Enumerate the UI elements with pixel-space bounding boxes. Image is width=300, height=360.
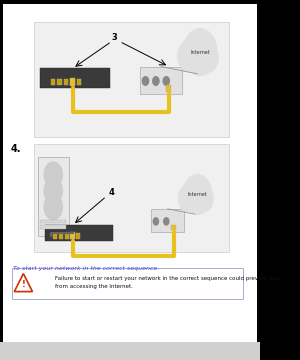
FancyBboxPatch shape bbox=[76, 79, 81, 85]
FancyBboxPatch shape bbox=[46, 225, 113, 241]
Text: 3: 3 bbox=[111, 33, 117, 42]
FancyBboxPatch shape bbox=[64, 79, 68, 85]
FancyBboxPatch shape bbox=[38, 157, 69, 236]
FancyBboxPatch shape bbox=[12, 268, 243, 299]
FancyBboxPatch shape bbox=[140, 67, 182, 94]
FancyBboxPatch shape bbox=[70, 79, 75, 85]
Circle shape bbox=[164, 218, 169, 225]
Circle shape bbox=[153, 218, 158, 225]
FancyBboxPatch shape bbox=[166, 85, 171, 92]
FancyBboxPatch shape bbox=[172, 225, 176, 230]
Text: Failure to start or restart your network in the correct sequence could prevent y: Failure to start or restart your network… bbox=[55, 276, 278, 289]
FancyBboxPatch shape bbox=[3, 4, 257, 356]
FancyBboxPatch shape bbox=[76, 233, 80, 239]
Polygon shape bbox=[14, 274, 32, 292]
Text: To start your network in the correct sequence.: To start your network in the correct seq… bbox=[13, 266, 159, 271]
FancyBboxPatch shape bbox=[51, 79, 55, 85]
FancyBboxPatch shape bbox=[40, 225, 66, 229]
Text: Internet: Internet bbox=[190, 50, 210, 55]
FancyBboxPatch shape bbox=[34, 22, 229, 137]
Text: 4.: 4. bbox=[11, 144, 21, 154]
Text: !: ! bbox=[21, 280, 25, 289]
Circle shape bbox=[142, 77, 148, 85]
Circle shape bbox=[178, 40, 201, 72]
FancyBboxPatch shape bbox=[70, 78, 75, 86]
FancyBboxPatch shape bbox=[70, 233, 75, 239]
FancyBboxPatch shape bbox=[34, 144, 229, 252]
FancyBboxPatch shape bbox=[0, 342, 260, 360]
Circle shape bbox=[44, 194, 62, 220]
Circle shape bbox=[44, 178, 62, 203]
Circle shape bbox=[178, 184, 198, 212]
FancyBboxPatch shape bbox=[53, 233, 57, 239]
FancyBboxPatch shape bbox=[40, 68, 110, 88]
FancyBboxPatch shape bbox=[70, 232, 75, 239]
Circle shape bbox=[183, 175, 212, 214]
Circle shape bbox=[197, 43, 218, 72]
Circle shape bbox=[195, 186, 213, 211]
Circle shape bbox=[183, 29, 217, 76]
Circle shape bbox=[44, 162, 62, 187]
FancyBboxPatch shape bbox=[57, 79, 62, 85]
FancyBboxPatch shape bbox=[59, 233, 63, 239]
Text: 4: 4 bbox=[109, 188, 115, 197]
Circle shape bbox=[163, 77, 170, 85]
FancyBboxPatch shape bbox=[151, 209, 184, 232]
Text: Internet: Internet bbox=[188, 192, 207, 197]
FancyBboxPatch shape bbox=[65, 233, 69, 239]
Circle shape bbox=[153, 77, 159, 85]
FancyBboxPatch shape bbox=[40, 220, 66, 223]
